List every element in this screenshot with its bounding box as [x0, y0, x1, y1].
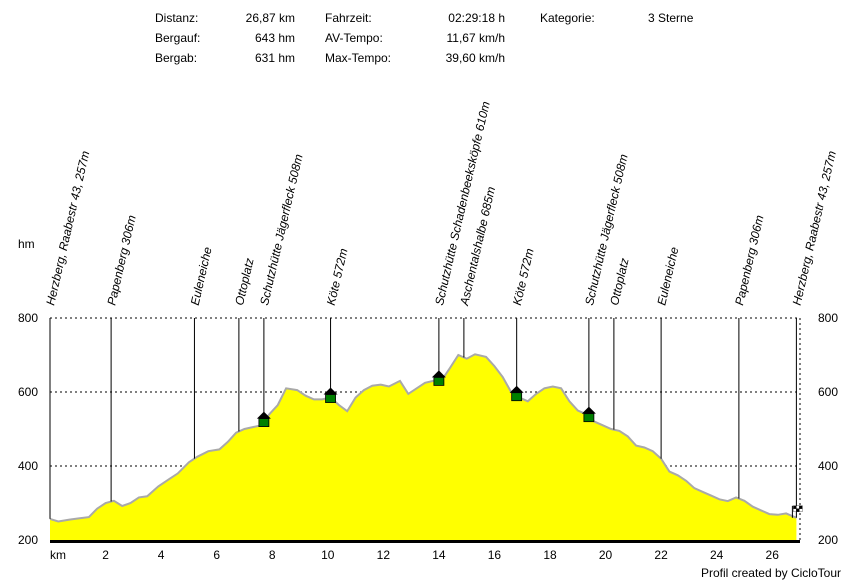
max-speed-label: Max-Tempo: [325, 51, 392, 65]
x-tick-12: 12 [377, 548, 391, 562]
hut-icon-5 [323, 387, 338, 403]
x-tick-20: 20 [599, 548, 613, 562]
elevation-profile-area [50, 354, 797, 540]
hut-body-8 [511, 392, 523, 402]
waypoint-label-8: Köte 572m [510, 247, 537, 307]
x-tick-16: 16 [488, 548, 502, 562]
descent-value: 631 hm [254, 51, 295, 65]
flag-cell-0-2 [799, 505, 803, 509]
stats-panel: Distanz: 26,87 km Bergauf: 643 hm Bergab… [0, 0, 849, 70]
flag-cell-0-1 [796, 505, 800, 509]
time-value: 02:29:18 h [448, 11, 505, 25]
ascent-value: 643 hm [254, 31, 295, 45]
x-tick-22: 22 [654, 548, 668, 562]
x-tick-2: 2 [102, 548, 109, 562]
y-axis-label: hm [18, 237, 35, 251]
hut-body-9 [583, 413, 595, 423]
descent-label: Bergab: [155, 51, 198, 65]
ascent-label: Bergauf: [155, 31, 201, 45]
y-tick-right-400: 400 [818, 459, 838, 473]
y-tick-left-200: 200 [18, 533, 38, 547]
category-value: 3 Sterne [648, 11, 694, 25]
x-tick-6: 6 [213, 548, 220, 562]
y-tick-right-600: 600 [818, 385, 838, 399]
category-label: Kategorie: [540, 11, 595, 25]
avg-speed-label: AV-Tempo: [325, 31, 383, 45]
x-tick-4: 4 [158, 548, 165, 562]
x-tick-8: 8 [269, 548, 276, 562]
flag-cell-1-1 [796, 508, 800, 512]
hut-icon-4 [256, 411, 271, 428]
distance-label: Distanz: [155, 11, 199, 25]
hut-roof-4 [256, 411, 271, 419]
max-speed-value: 39,60 km/h [445, 51, 505, 65]
y-tick-left-600: 600 [18, 385, 38, 399]
x-tick-18: 18 [543, 548, 557, 562]
x-tick-26: 26 [766, 548, 780, 562]
waypoint-label-13: Herzberg, Raabestr 43, 257m [790, 149, 839, 306]
credit-text: Profil created by CicloTour [700, 566, 841, 580]
distance-value: 26,87 km [245, 11, 295, 25]
time-label: Fahrzeit: [325, 11, 372, 25]
hut-icon-9 [581, 406, 596, 423]
hut-body-6 [433, 377, 445, 386]
waypoint-label-12: Papenberg 306m [732, 214, 766, 307]
waypoint-label-1: Papenberg 306m [104, 214, 138, 307]
waypoint-label-11: Euleneiche [654, 245, 681, 306]
waypoint-label-2: Euleneiche [188, 245, 215, 306]
waypoint-label-0: Herzberg, Raabestr 43, 257m [43, 149, 92, 306]
y-tick-left-800: 800 [18, 311, 38, 325]
y-tick-right-800: 800 [818, 311, 838, 325]
hut-roof-6 [431, 370, 446, 378]
hut-body-5 [325, 394, 336, 403]
waypoint-label-5: Köte 572m [324, 247, 351, 307]
hut-roof-5 [323, 387, 338, 395]
hut-icon-6 [431, 370, 446, 386]
waypoint-label-3: Ottoplatz [232, 257, 256, 307]
x-tick-14: 14 [432, 548, 446, 562]
hut-roof-8 [509, 385, 524, 393]
elevation-profile-line [49, 353, 797, 523]
hut-body-4 [258, 418, 270, 428]
flag-cell-1-0 [793, 508, 797, 512]
waypoint-label-10: Ottoplatz [607, 257, 631, 307]
flag-cell-1-2 [799, 508, 803, 512]
x-axis-label: km [50, 548, 66, 562]
x-tick-10: 10 [321, 548, 335, 562]
hut-icon-8 [509, 385, 524, 402]
x-tick-24: 24 [710, 548, 724, 562]
x-axis-band [50, 540, 800, 543]
hut-roof-9 [581, 406, 596, 414]
flag-cell-0-0 [793, 505, 797, 509]
avg-speed-value: 11,67 km/h [446, 31, 505, 45]
finish-flag-icon [791, 505, 803, 518]
y-tick-left-400: 400 [18, 459, 38, 473]
waypoint-label-4: Schutzhütte Jägerfleck 508m [257, 153, 305, 307]
y-tick-right-200: 200 [818, 533, 838, 547]
